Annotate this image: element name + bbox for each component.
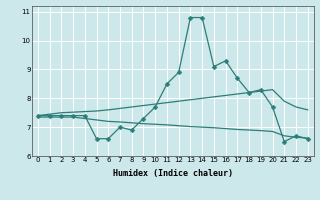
X-axis label: Humidex (Indice chaleur): Humidex (Indice chaleur) (113, 169, 233, 178)
